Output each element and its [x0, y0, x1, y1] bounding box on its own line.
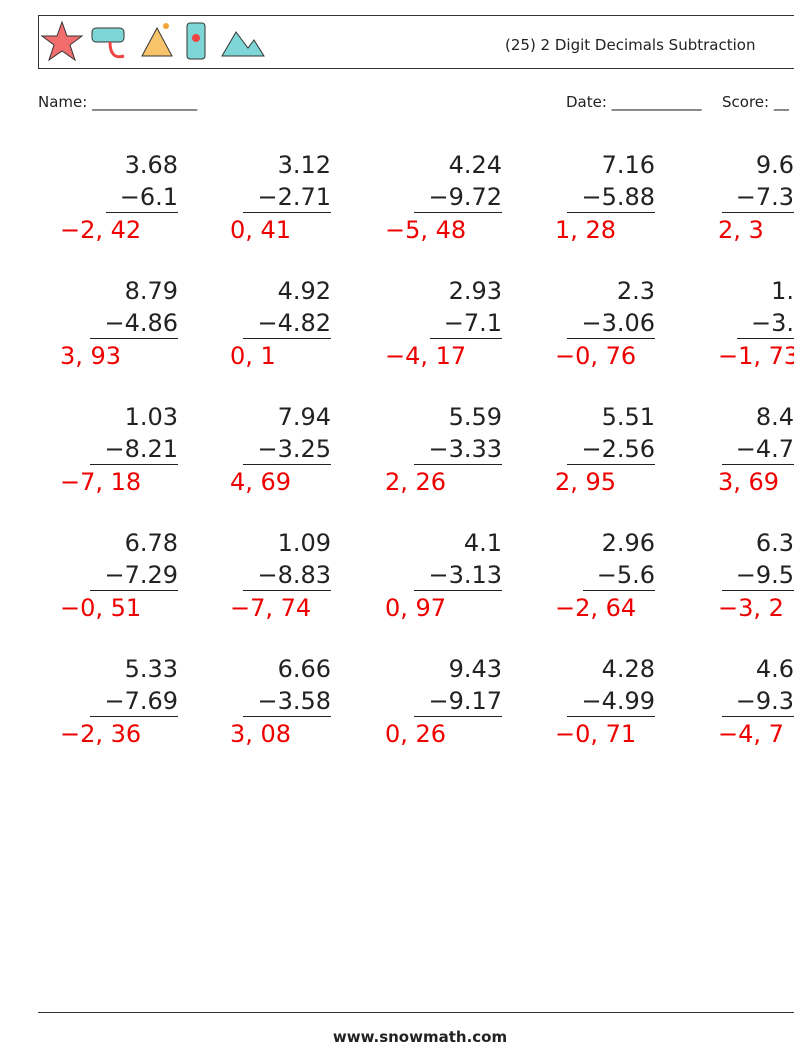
answer: −3, 2: [718, 594, 784, 622]
minuend: 2.93: [448, 277, 502, 305]
subtrahend: −3.13: [414, 560, 502, 591]
minuend: 3.68: [124, 151, 178, 179]
header-box: [38, 15, 794, 69]
minuend: 5.51: [601, 403, 655, 431]
subtrahend: −5.88: [567, 182, 655, 213]
answer: 3, 69: [718, 468, 780, 496]
minuend: 4.1: [463, 529, 502, 557]
minuend: 1.09: [277, 529, 331, 557]
subtrahend: −9.72: [414, 182, 502, 213]
minuend: 8.79: [124, 277, 178, 305]
subtrahend: −9.17: [414, 686, 502, 717]
subtrahend: −2.71: [243, 182, 331, 213]
footer-rule: [38, 1012, 794, 1013]
minuend: 6.78: [124, 529, 178, 557]
answer: 3, 93: [60, 342, 122, 370]
subtrahend: −8.21: [90, 434, 178, 465]
minuend: 4.28: [601, 655, 655, 683]
subtrahend: −3.33: [414, 434, 502, 465]
answer: 0, 26: [385, 720, 447, 748]
answer: 0, 97: [385, 594, 447, 622]
subtrahend: −4.82: [243, 308, 331, 339]
minuend: 9.6: [755, 151, 794, 179]
minuend: 6.66: [277, 655, 331, 683]
minuend: 5.33: [124, 655, 178, 683]
minuend: 4.24: [448, 151, 502, 179]
subtrahend: −4.86: [90, 308, 178, 339]
minuend: 6.3: [755, 529, 794, 557]
answer: −4, 7: [718, 720, 784, 748]
minuend: 2.96: [601, 529, 655, 557]
answer: −5, 48: [385, 216, 467, 244]
name-field: Name: ______________: [38, 93, 198, 111]
subtrahend: −6.1: [105, 182, 178, 213]
subtrahend: −7.29: [90, 560, 178, 591]
minuend: 1.03: [124, 403, 178, 431]
minuend: 1.: [771, 277, 794, 305]
answer: 1, 28: [555, 216, 617, 244]
answer: 2, 26: [385, 468, 447, 496]
subtrahend: −7.69: [90, 686, 178, 717]
subtrahend: −3.25: [243, 434, 331, 465]
subtrahend: −4.99: [567, 686, 655, 717]
answer: 0, 41: [230, 216, 292, 244]
score-field: Score: __: [722, 93, 789, 111]
minuend: 4.92: [277, 277, 331, 305]
minuend: 4.6: [755, 655, 794, 683]
subtrahend: −2.56: [567, 434, 655, 465]
subtrahend: −8.83: [243, 560, 331, 591]
minuend: 3.12: [277, 151, 331, 179]
answer: −4, 17: [385, 342, 467, 370]
title: (25) 2 Digit Decimals Subtraction: [505, 36, 756, 54]
subtrahend: −7.3: [721, 182, 794, 213]
footer-site: www.snowmath.com: [332, 1028, 508, 1046]
answer: 2, 3: [718, 216, 764, 244]
answer: −7, 74: [230, 594, 312, 622]
subtrahend: −3.06: [567, 308, 655, 339]
subtrahend: −9.5: [721, 560, 794, 591]
minuend: 7.94: [277, 403, 331, 431]
answer: −0, 76: [555, 342, 637, 370]
subtrahend: −9.3: [721, 686, 794, 717]
subtrahend: −3.58: [243, 686, 331, 717]
answer: −2, 42: [60, 216, 142, 244]
minuend: 5.59: [448, 403, 502, 431]
answer: −0, 71: [555, 720, 637, 748]
answer: 0, 1: [230, 342, 276, 370]
minuend: 8.4: [755, 403, 794, 431]
answer: −2, 36: [60, 720, 142, 748]
answer: 2, 95: [555, 468, 617, 496]
date-field: Date: ____________: [566, 93, 702, 111]
answer: −2, 64: [555, 594, 637, 622]
answer: 3, 08: [230, 720, 292, 748]
minuend: 7.16: [601, 151, 655, 179]
answer: −7, 18: [60, 468, 142, 496]
subtrahend: −4.7: [721, 434, 794, 465]
answer: −1, 73: [718, 342, 794, 370]
minuend: 9.43: [448, 655, 502, 683]
subtrahend: −7.1: [429, 308, 502, 339]
subtrahend: −3.: [736, 308, 794, 339]
answer: 4, 69: [230, 468, 292, 496]
header-icons: [40, 20, 265, 62]
answer: −0, 51: [60, 594, 142, 622]
subtrahend: −5.6: [582, 560, 655, 591]
minuend: 2.3: [616, 277, 655, 305]
